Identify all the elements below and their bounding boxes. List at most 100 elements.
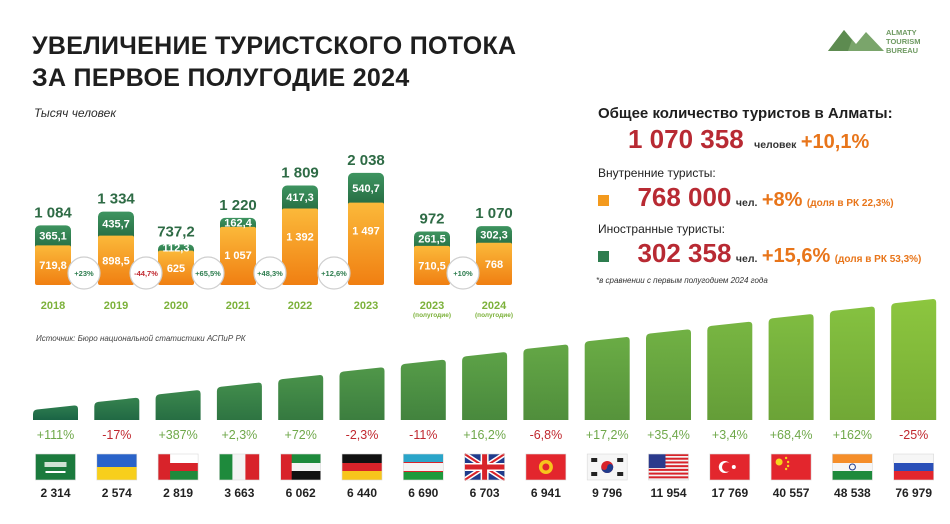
flag-russia-icon (893, 453, 935, 481)
country-value-label: 2 314 (40, 486, 71, 500)
year-bar-3: 162,4 1 057 1 220 2021 (219, 197, 257, 312)
domestic-value: 768 000 (637, 182, 732, 212)
total-value-label: 1 084 (34, 204, 72, 221)
country-bar (707, 321, 753, 420)
domestic-bar-segment (348, 202, 384, 285)
summary-head: Общее количество туристов в Алматы: (598, 105, 893, 122)
country-bar (768, 314, 814, 420)
flags-row (35, 453, 935, 483)
growth-badge-circle (67, 256, 101, 290)
domestic-bar-segment (158, 250, 194, 285)
total-value: 1 070 358 (628, 124, 744, 154)
country-growth-label: +387% (158, 428, 198, 442)
domestic-value-label: 1 497 (352, 226, 380, 238)
flag-italy-icon (219, 453, 260, 481)
country-growth-label: +3,4% (711, 428, 748, 442)
country-bar (462, 352, 508, 420)
country-bar (400, 359, 446, 420)
country-growth-label: -17% (102, 428, 132, 442)
domestic-value-label: 710,5 (418, 260, 446, 272)
country-bar (646, 329, 691, 420)
growth-badge-circle (317, 256, 351, 290)
foreign-share: (доля в РК 53,3%) (834, 254, 922, 265)
country-bar (216, 382, 262, 420)
foreign-bar-segment (98, 211, 134, 242)
mountains-icon (828, 30, 884, 51)
year-tick-label: 2023 (354, 300, 378, 312)
country-bar (33, 405, 78, 420)
country-bar (278, 375, 324, 420)
flag-uzbekistan-icon (402, 453, 444, 481)
growth-badge-5: +10% (446, 256, 480, 290)
yearly-stacked-chart: 365,1 719,8 1 084 2018 435,7 898,5 1 334 2019 11… (34, 152, 513, 319)
flag-china-icon (770, 453, 812, 481)
growth-badge-1: -44,7% (129, 256, 163, 290)
foreign-bar-segment (35, 225, 71, 252)
foreign-value-label: 302,3 (480, 229, 508, 241)
country-value-label: 6 703 (469, 486, 500, 500)
logo-line-1: ALMATY (886, 28, 917, 37)
logo-text: ALMATY TOURISM BUREAU (886, 28, 920, 55)
growth-badge-circle (191, 256, 225, 290)
total-value-label: 1 070 (475, 205, 513, 222)
total-pct: +10,1% (800, 131, 870, 153)
country-bar (339, 367, 385, 420)
foreign-value-label: 112,3 (163, 243, 190, 255)
country-growth-label: +17,2% (585, 428, 629, 442)
country-value-label: 48 538 (834, 486, 871, 500)
flag-uk-icon (463, 453, 506, 483)
country-bar (523, 344, 569, 420)
growth-badge-circle (129, 256, 163, 290)
country-growth-label: +2,3% (221, 428, 258, 442)
domestic-bar-segment (98, 235, 134, 285)
year-bar-5: 540,7 1 497 2 038 2023 (347, 152, 385, 312)
country-value-label: 2 819 (163, 486, 194, 500)
flag-uae-icon (280, 453, 322, 481)
flag-turkey-icon (709, 453, 751, 481)
growth-badge-4: +12,6% (317, 256, 351, 290)
unit-label: Тысяч человек (34, 106, 116, 120)
country-value-label: 40 557 (772, 486, 810, 500)
total-value-label: 972 (419, 211, 444, 228)
growth-badge-text: -44,7% (134, 269, 158, 278)
country-growth-label: -11% (409, 428, 438, 442)
country-growth-label: +16,2% (463, 428, 506, 442)
title-line-1: УВЕЛИЧЕНИЕ ТУРИСТСКОГО ПОТОКА (32, 32, 517, 60)
domestic-bar-segment (282, 208, 318, 285)
country-value-label: 17 769 (711, 486, 749, 500)
year-bar-0: 365,1 719,8 1 084 2018 (34, 204, 72, 312)
year-bar-1: 435,7 898,5 1 334 2019 (97, 191, 135, 312)
foreign-value: 302 358 (637, 238, 732, 268)
flag-india-icon (832, 453, 873, 481)
country-growth-label: -25% (899, 428, 929, 442)
growth-badge-0: +23% (67, 256, 101, 290)
domestic-bar-segment (476, 242, 512, 285)
country-value-label: 11 954 (650, 486, 687, 500)
year-bar-4: 417,3 1 392 1 809 2022 (281, 164, 319, 312)
year-tick-label: 2018 (41, 300, 65, 312)
growth-badge-text: +48,3% (257, 269, 283, 278)
country-bar (891, 299, 937, 420)
foreign-pct: +15,6% (761, 245, 831, 267)
logo-line-3: BUREAU (886, 46, 919, 55)
year-bar-7: 302,3 768 1 070 2024(полугодие) (475, 205, 513, 319)
source-note: Источник: Бюро национальной статистики А… (36, 334, 246, 343)
logo-line-2: TOURISM (886, 37, 921, 46)
total-unit: человек (754, 139, 797, 151)
total-value-label: 737,2 (157, 223, 195, 240)
domestic-value-label: 625 (167, 263, 185, 275)
country-value-label: 9 796 (592, 486, 623, 500)
flag-south-korea-icon (586, 453, 628, 481)
foreign-value-label: 365,1 (39, 230, 67, 242)
foreign-value-label: 540,7 (352, 183, 380, 195)
domestic-value-label: 1 392 (286, 231, 314, 243)
country-growth-label: +68,4% (769, 428, 813, 442)
domestic-value-label: 1 057 (224, 250, 252, 262)
country-growth-label: +35,4% (647, 428, 690, 442)
flag-ukraine-icon (96, 453, 138, 481)
foreign-legend-square (598, 251, 609, 262)
domestic-share: (доля в РК 22,3%) (806, 198, 894, 209)
foreign-bar-segment (348, 172, 384, 209)
growth-badge-text: +10% (453, 269, 473, 278)
domestic-bar-segment (220, 226, 256, 285)
